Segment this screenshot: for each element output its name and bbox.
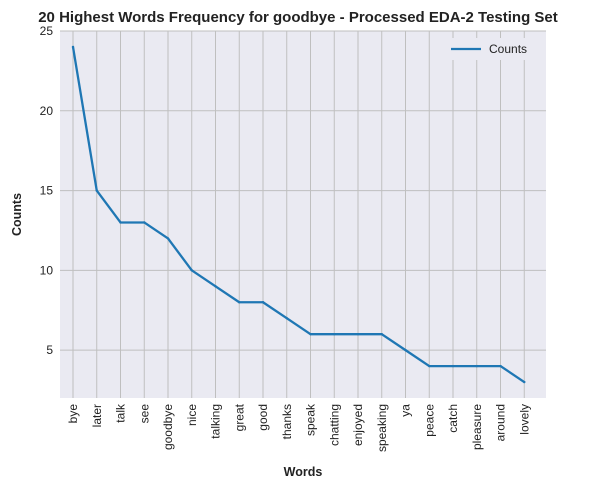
- series-line-counts: [71, 45, 526, 384]
- data-point: [238, 301, 241, 304]
- x-tick-label: later: [90, 404, 104, 427]
- x-axis-ticks: bye later talk see goodbye nice talking great go…: [66, 403, 531, 452]
- data-point: [166, 237, 170, 240]
- x-tick-label: bye: [66, 404, 80, 424]
- data-point: [356, 332, 360, 336]
- x-tick-label: see: [137, 404, 151, 424]
- x-tick-label: thanks: [280, 404, 294, 439]
- legend-box: [442, 38, 540, 60]
- y-tick-label: 5: [46, 343, 53, 357]
- x-tick-label: nice: [185, 404, 199, 426]
- data-point: [261, 301, 265, 304]
- data-point: [119, 221, 122, 224]
- data-point: [333, 332, 336, 336]
- x-tick-label: enjoyed: [351, 404, 365, 446]
- y-tick-label: 10: [40, 263, 54, 277]
- data-point: [523, 380, 526, 384]
- grid-lines: [60, 30, 546, 398]
- x-tick-label: speaking: [375, 404, 389, 452]
- data-point: [190, 269, 193, 272]
- series-layer: [71, 45, 526, 384]
- x-tick-label: catch: [446, 404, 460, 433]
- data-point: [95, 189, 98, 192]
- x-tick-label: peace: [422, 404, 436, 437]
- y-tick-label: 15: [40, 184, 54, 198]
- data-point: [428, 364, 431, 368]
- data-point: [380, 332, 383, 336]
- data-point: [499, 364, 502, 368]
- x-tick-label: talk: [114, 403, 128, 423]
- x-tick-label: great: [232, 403, 246, 431]
- y-axis-ticks: 5 10 15 20 25: [40, 24, 54, 357]
- x-tick-label: lovely: [517, 404, 531, 435]
- chart-title: 20 Highest Words Frequency for goodbye -…: [38, 9, 558, 26]
- x-axis-label: Words: [284, 465, 323, 479]
- data-point: [214, 285, 217, 288]
- data-point: [285, 317, 288, 320]
- x-tick-label: chatting: [327, 404, 341, 446]
- plot-area: [60, 31, 546, 398]
- y-axis-label: Counts: [10, 193, 24, 236]
- data-point: [71, 45, 75, 49]
- x-tick-label: speak: [304, 403, 318, 436]
- x-tick-label: talking: [209, 404, 223, 439]
- x-tick-label: around: [494, 404, 508, 441]
- legend-label-counts: Counts: [489, 42, 527, 56]
- x-tick-label: good: [256, 404, 270, 431]
- x-tick-label: goodbye: [161, 404, 175, 450]
- x-tick-label: ya: [399, 404, 413, 417]
- data-point: [143, 221, 146, 224]
- data-point: [404, 348, 407, 352]
- y-tick-label: 25: [40, 24, 54, 38]
- legend: Counts: [442, 38, 540, 60]
- x-tick-label: pleasure: [470, 404, 484, 450]
- y-tick-label: 20: [40, 104, 54, 118]
- data-point: [309, 332, 312, 336]
- data-point: [475, 364, 478, 368]
- data-point: [451, 364, 455, 368]
